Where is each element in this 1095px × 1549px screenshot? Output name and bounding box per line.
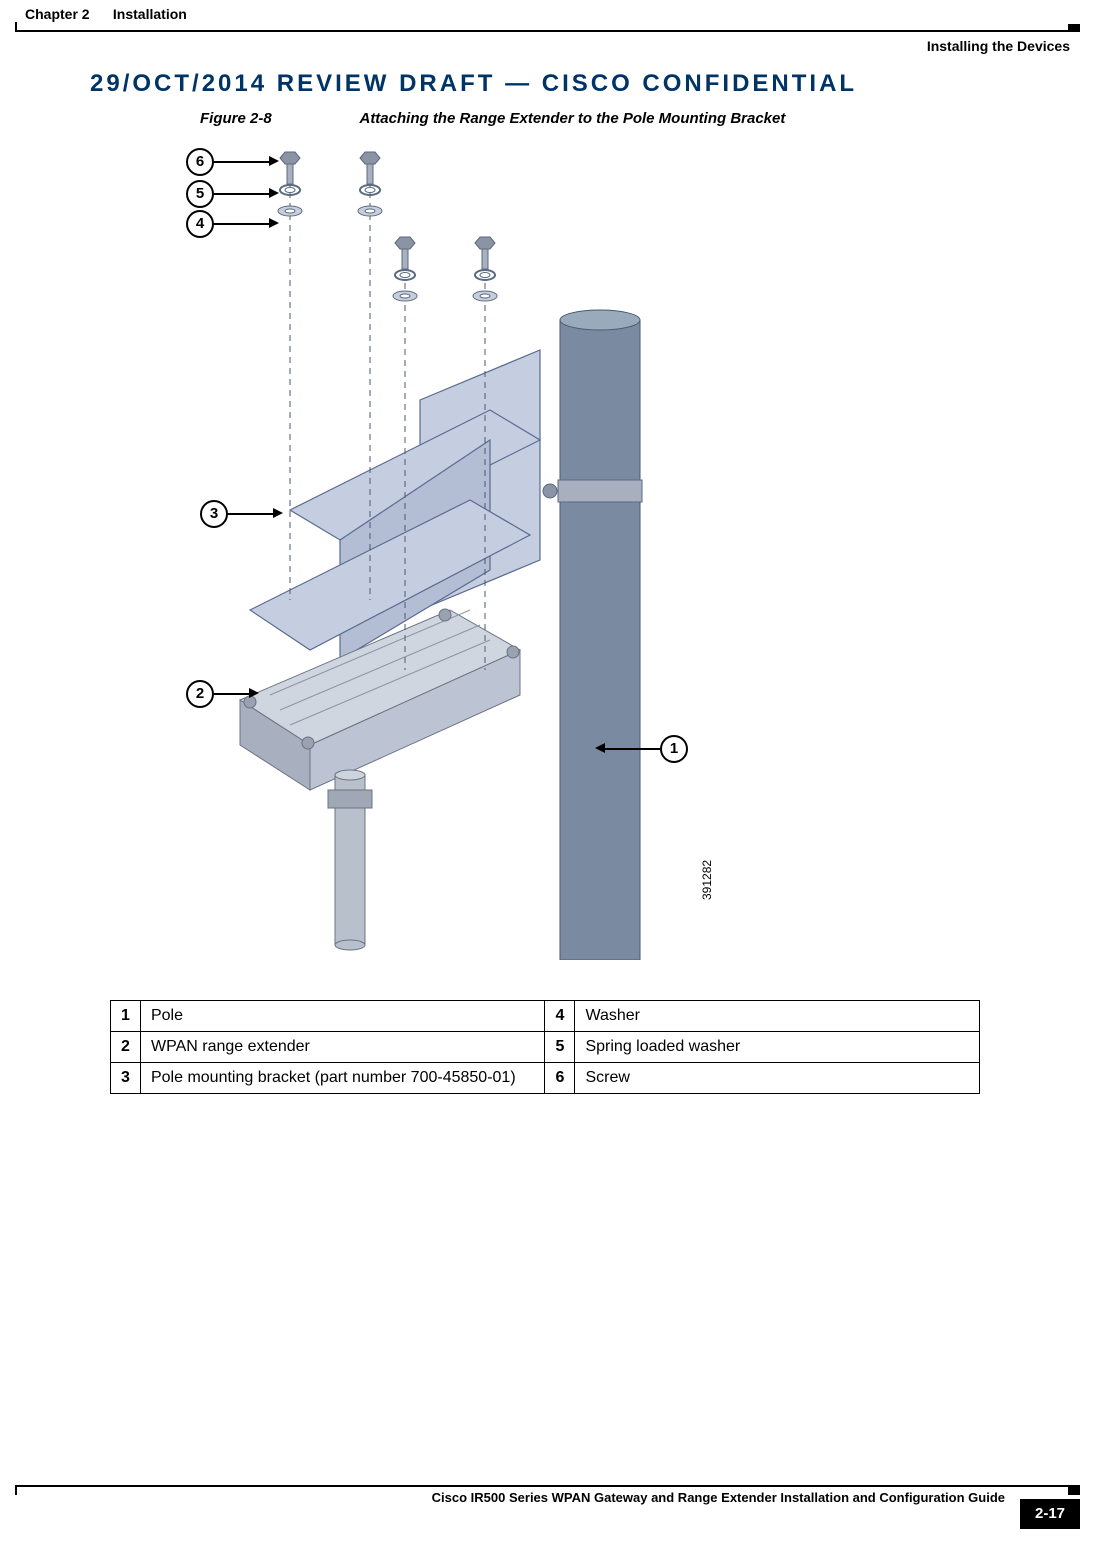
- callout-3-arrow: [273, 508, 283, 518]
- callout-2-arrow: [249, 688, 259, 698]
- callout-4: 4: [186, 210, 214, 238]
- footer-rule-tick: [15, 1485, 17, 1495]
- cell-num: 1: [111, 1001, 141, 1032]
- cell-text: Pole mounting bracket (part number 700-4…: [140, 1063, 545, 1094]
- footer-rule: [15, 1485, 1080, 1487]
- chapter-label: Chapter 2: [25, 6, 90, 22]
- section-title-right: Installing the Devices: [927, 38, 1070, 54]
- callout-2: 2: [186, 680, 214, 708]
- callout-6: 6: [186, 148, 214, 176]
- callout-1-line: [605, 748, 660, 750]
- cell-text: Spring loaded washer: [575, 1032, 980, 1063]
- cell-text: Screw: [575, 1063, 980, 1094]
- header-rule: [15, 30, 1080, 32]
- cell-text: WPAN range extender: [140, 1032, 545, 1063]
- callout-5: 5: [186, 180, 214, 208]
- cell-num: 4: [545, 1001, 575, 1032]
- table-row: 2 WPAN range extender 5 Spring loaded wa…: [111, 1032, 980, 1063]
- antenna-cylinder: [328, 770, 372, 950]
- footer-rule-endbox: [1068, 1487, 1080, 1495]
- cell-num: 3: [111, 1063, 141, 1094]
- cell-text: Pole: [140, 1001, 545, 1032]
- table-row: 3 Pole mounting bracket (part number 700…: [111, 1063, 980, 1094]
- chapter-title: Installation: [113, 6, 187, 22]
- callout-3: 3: [200, 500, 228, 528]
- figure-diagram: [170, 140, 750, 960]
- cell-num: 6: [545, 1063, 575, 1094]
- cell-text: Washer: [575, 1001, 980, 1032]
- callout-2-line: [214, 693, 249, 695]
- footer-doc-title: Cisco IR500 Series WPAN Gateway and Rang…: [432, 1490, 1005, 1505]
- hardware-mid-right: [473, 237, 497, 301]
- callout-6-line: [214, 161, 269, 163]
- table-row: 1 Pole 4 Washer: [111, 1001, 980, 1032]
- figure-label: Figure 2-8: [200, 110, 272, 127]
- bracket: [250, 350, 540, 660]
- callout-4-line: [214, 223, 269, 225]
- figure-caption: Figure 2-8 Attaching the Range Extender …: [200, 110, 785, 127]
- callout-1: 1: [660, 735, 688, 763]
- chapter-breadcrumb: Chapter 2 Installation: [25, 6, 187, 22]
- header-rule-endbox: [1068, 24, 1080, 32]
- hardware-top-right: [358, 152, 382, 216]
- callout-3-line: [228, 513, 273, 515]
- pole-clamp: [543, 480, 642, 502]
- parts-table: 1 Pole 4 Washer 2 WPAN range extender 5 …: [110, 1000, 980, 1094]
- confidential-banner: 29/OCT/2014 REVIEW DRAFT — CISCO CONFIDE…: [90, 70, 857, 98]
- figure-image-ref: 391282: [700, 860, 714, 900]
- callout-5-line: [214, 193, 269, 195]
- footer-page-number: 2-17: [1020, 1499, 1080, 1529]
- hardware-mid-left: [393, 237, 417, 301]
- hardware-top-left: [278, 152, 302, 216]
- callout-4-arrow: [269, 218, 279, 228]
- cell-num: 5: [545, 1032, 575, 1063]
- document-page: Chapter 2 Installation Installing the De…: [0, 0, 1095, 1549]
- figure-title: Attaching the Range Extender to the Pole…: [359, 110, 785, 127]
- callout-1-arrow: [595, 743, 605, 753]
- cell-num: 2: [111, 1032, 141, 1063]
- callout-5-arrow: [269, 188, 279, 198]
- callout-6-arrow: [269, 156, 279, 166]
